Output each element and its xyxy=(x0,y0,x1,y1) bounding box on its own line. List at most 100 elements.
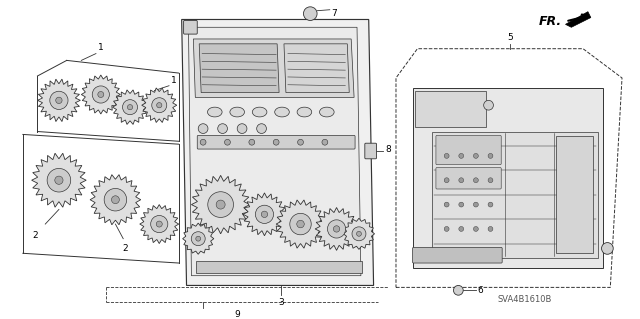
Circle shape xyxy=(322,139,328,145)
Circle shape xyxy=(55,176,63,184)
Polygon shape xyxy=(113,90,148,124)
Circle shape xyxy=(298,139,303,145)
Circle shape xyxy=(237,124,247,133)
Polygon shape xyxy=(90,174,141,225)
Text: 9: 9 xyxy=(234,310,240,319)
Polygon shape xyxy=(196,261,362,273)
Polygon shape xyxy=(276,200,325,248)
Circle shape xyxy=(98,92,104,98)
Circle shape xyxy=(273,139,279,145)
Circle shape xyxy=(488,202,493,207)
Polygon shape xyxy=(415,91,486,127)
Ellipse shape xyxy=(230,107,244,117)
Circle shape xyxy=(198,124,208,133)
Polygon shape xyxy=(182,19,374,286)
Circle shape xyxy=(104,189,127,211)
Text: 3: 3 xyxy=(278,298,284,307)
Text: 1: 1 xyxy=(171,76,177,85)
FancyBboxPatch shape xyxy=(184,20,197,34)
Ellipse shape xyxy=(207,107,222,117)
Polygon shape xyxy=(199,44,279,93)
FancyBboxPatch shape xyxy=(436,135,501,165)
Circle shape xyxy=(92,86,109,103)
Polygon shape xyxy=(182,223,214,254)
Circle shape xyxy=(474,178,478,183)
FancyBboxPatch shape xyxy=(413,248,502,263)
Circle shape xyxy=(474,153,478,158)
Circle shape xyxy=(290,213,311,235)
Polygon shape xyxy=(413,88,602,268)
Circle shape xyxy=(225,139,230,145)
Polygon shape xyxy=(284,44,349,93)
Polygon shape xyxy=(191,175,250,234)
Circle shape xyxy=(196,236,201,241)
Polygon shape xyxy=(141,88,177,122)
Circle shape xyxy=(127,105,132,110)
Ellipse shape xyxy=(275,107,289,117)
Circle shape xyxy=(602,242,613,254)
Text: 7: 7 xyxy=(332,9,337,18)
Circle shape xyxy=(56,97,62,104)
Circle shape xyxy=(255,205,273,223)
Polygon shape xyxy=(81,75,120,114)
Circle shape xyxy=(208,192,234,218)
Circle shape xyxy=(454,286,463,295)
Circle shape xyxy=(218,124,227,133)
FancyBboxPatch shape xyxy=(365,143,376,159)
Circle shape xyxy=(261,211,268,218)
Polygon shape xyxy=(38,79,81,122)
Circle shape xyxy=(488,226,493,231)
Polygon shape xyxy=(243,193,286,236)
Circle shape xyxy=(156,221,163,227)
Circle shape xyxy=(47,168,70,192)
Circle shape xyxy=(488,153,493,158)
Circle shape xyxy=(216,200,225,209)
Polygon shape xyxy=(193,39,354,97)
Polygon shape xyxy=(566,12,591,27)
Text: SVA4B1610B: SVA4B1610B xyxy=(497,295,552,304)
Circle shape xyxy=(50,91,68,109)
Circle shape xyxy=(152,98,167,113)
Circle shape xyxy=(484,100,493,110)
Circle shape xyxy=(191,232,205,246)
Polygon shape xyxy=(556,137,593,253)
Circle shape xyxy=(150,216,168,233)
Text: FR.: FR. xyxy=(538,15,562,28)
Polygon shape xyxy=(140,204,179,243)
Circle shape xyxy=(257,124,266,133)
Ellipse shape xyxy=(297,107,312,117)
Polygon shape xyxy=(189,27,361,276)
Circle shape xyxy=(157,103,162,108)
Ellipse shape xyxy=(319,107,334,117)
Circle shape xyxy=(459,153,464,158)
Polygon shape xyxy=(31,153,86,207)
Text: 1: 1 xyxy=(98,43,104,52)
Circle shape xyxy=(459,202,464,207)
Circle shape xyxy=(356,231,362,236)
Circle shape xyxy=(444,178,449,183)
Ellipse shape xyxy=(252,107,267,117)
Circle shape xyxy=(249,139,255,145)
Text: 5: 5 xyxy=(507,33,513,42)
Text: 2: 2 xyxy=(122,243,128,253)
Circle shape xyxy=(122,100,138,115)
Text: 8: 8 xyxy=(385,145,391,153)
Circle shape xyxy=(200,139,206,145)
Circle shape xyxy=(333,226,340,232)
Circle shape xyxy=(444,202,449,207)
Circle shape xyxy=(488,178,493,183)
Circle shape xyxy=(474,226,478,231)
Circle shape xyxy=(444,226,449,231)
Circle shape xyxy=(297,220,304,228)
Circle shape xyxy=(459,226,464,231)
Text: 2: 2 xyxy=(33,231,38,240)
Circle shape xyxy=(328,220,346,238)
Polygon shape xyxy=(344,218,374,249)
Circle shape xyxy=(111,196,119,204)
FancyBboxPatch shape xyxy=(436,167,501,189)
Polygon shape xyxy=(315,207,358,250)
Circle shape xyxy=(444,153,449,158)
FancyBboxPatch shape xyxy=(197,135,355,149)
Circle shape xyxy=(459,178,464,183)
Text: 6: 6 xyxy=(478,286,484,295)
